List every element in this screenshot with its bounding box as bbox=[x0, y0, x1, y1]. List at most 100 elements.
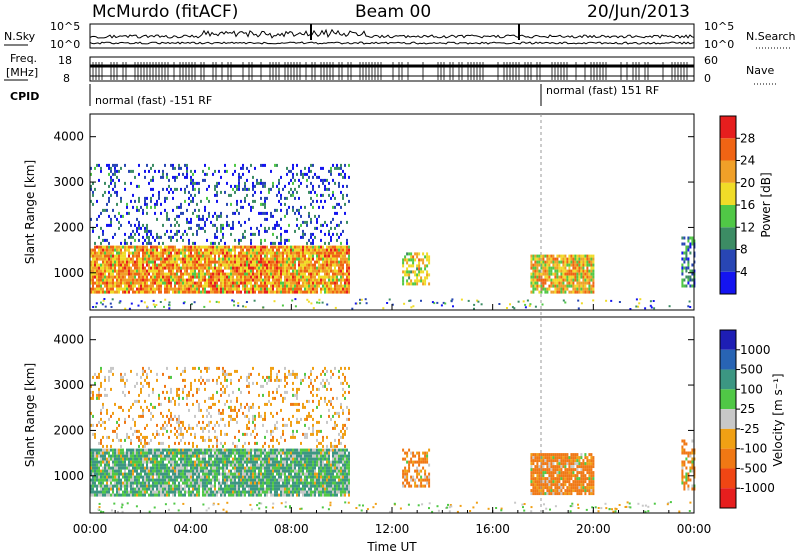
velocity-cell bbox=[180, 451, 182, 455]
power-cell bbox=[188, 263, 190, 267]
power-cell bbox=[232, 287, 234, 291]
power-cell bbox=[532, 272, 535, 276]
power-cell bbox=[122, 281, 124, 285]
power-cell bbox=[566, 263, 569, 267]
power-cell bbox=[206, 257, 208, 261]
velocity-cell bbox=[122, 466, 124, 470]
power-cell bbox=[306, 220, 308, 224]
power-cell bbox=[204, 278, 206, 282]
velocity-cell bbox=[208, 463, 210, 467]
velocity-cell bbox=[250, 490, 252, 494]
power-cell bbox=[312, 245, 314, 249]
power-cell bbox=[246, 245, 248, 249]
power-cell bbox=[244, 181, 246, 185]
velocity-cell bbox=[174, 463, 176, 467]
velocity-cell bbox=[274, 493, 276, 497]
power-cell bbox=[234, 251, 236, 255]
velocity-cell bbox=[234, 451, 236, 455]
power-cell bbox=[270, 245, 272, 249]
power-cell bbox=[148, 266, 150, 270]
velocity-cell bbox=[128, 472, 130, 476]
velocity-cell bbox=[118, 475, 120, 479]
power-cell bbox=[578, 272, 581, 276]
power-cell bbox=[250, 287, 252, 291]
velocity-cell bbox=[182, 475, 184, 479]
velocity-cell bbox=[232, 478, 234, 482]
power-cell bbox=[140, 248, 142, 252]
power-cell bbox=[188, 202, 190, 206]
velocity-cell bbox=[190, 448, 192, 452]
power-cell bbox=[576, 287, 579, 291]
power-cell bbox=[310, 248, 312, 252]
velocity-cell bbox=[148, 493, 150, 497]
power-cell bbox=[558, 254, 561, 258]
velocity-cell bbox=[140, 493, 142, 497]
power-cell bbox=[236, 278, 238, 282]
power-cell bbox=[108, 260, 110, 264]
velocity-cell bbox=[158, 466, 160, 470]
velocity-cell bbox=[180, 493, 182, 497]
power-cell bbox=[138, 251, 140, 255]
power-cell bbox=[306, 223, 308, 227]
velocity-cell bbox=[132, 475, 134, 479]
power-cell bbox=[196, 254, 198, 258]
power-cell bbox=[124, 238, 126, 242]
velocity-cell bbox=[154, 463, 156, 467]
power-cell bbox=[110, 269, 112, 273]
power-cell bbox=[332, 263, 334, 267]
power-cell bbox=[196, 229, 198, 233]
velocity-cell bbox=[126, 490, 128, 494]
power-cell bbox=[300, 290, 302, 294]
velocity-cell bbox=[102, 493, 104, 497]
power-cell bbox=[260, 163, 262, 167]
power-cell bbox=[144, 245, 146, 249]
power-cell bbox=[296, 281, 298, 285]
power-cell bbox=[348, 275, 350, 279]
power-cell bbox=[262, 245, 264, 249]
power-cell bbox=[408, 258, 411, 262]
power-cell bbox=[294, 281, 296, 285]
power-cell bbox=[328, 181, 330, 185]
power-cell bbox=[188, 275, 190, 279]
power-cell bbox=[300, 284, 302, 288]
power-cell bbox=[426, 273, 429, 277]
power-cell bbox=[154, 257, 156, 261]
power-cell bbox=[544, 260, 547, 264]
velocity-cell bbox=[252, 487, 254, 491]
power-cell bbox=[154, 272, 156, 276]
power-cell bbox=[548, 254, 551, 258]
power-cell bbox=[170, 275, 172, 279]
power-cell bbox=[564, 272, 567, 276]
velocity-cell bbox=[154, 448, 156, 452]
power-cell bbox=[318, 266, 320, 270]
power-cell bbox=[328, 257, 330, 261]
power-cell bbox=[108, 251, 110, 255]
power-cell bbox=[288, 281, 290, 285]
power-cell bbox=[230, 257, 232, 261]
power-cell bbox=[250, 245, 252, 249]
power-cell bbox=[280, 254, 282, 258]
velocity-cell bbox=[148, 475, 150, 479]
power-cell bbox=[306, 278, 308, 282]
power-cell bbox=[216, 251, 218, 255]
power-speckle bbox=[146, 305, 148, 308]
velocity-cell bbox=[114, 454, 116, 458]
power-cell bbox=[286, 257, 288, 261]
power-cell bbox=[340, 254, 342, 258]
freq-left-tick-bottom: 8 bbox=[63, 72, 70, 85]
power-cell bbox=[312, 175, 314, 179]
power-cell bbox=[560, 278, 563, 282]
velocity-cell bbox=[256, 463, 258, 467]
velocity-cell bbox=[170, 478, 172, 482]
power-cell bbox=[138, 196, 140, 200]
power-cell bbox=[130, 169, 132, 173]
power-cell bbox=[94, 187, 96, 191]
power-cell bbox=[146, 275, 148, 279]
power-cell bbox=[126, 257, 128, 261]
velocity-cell bbox=[162, 463, 164, 467]
power-y-tick-label: 4000 bbox=[53, 130, 84, 144]
power-cell bbox=[536, 254, 539, 258]
power-cell bbox=[298, 226, 300, 230]
power-cell bbox=[132, 205, 134, 209]
power-cell bbox=[316, 175, 318, 179]
